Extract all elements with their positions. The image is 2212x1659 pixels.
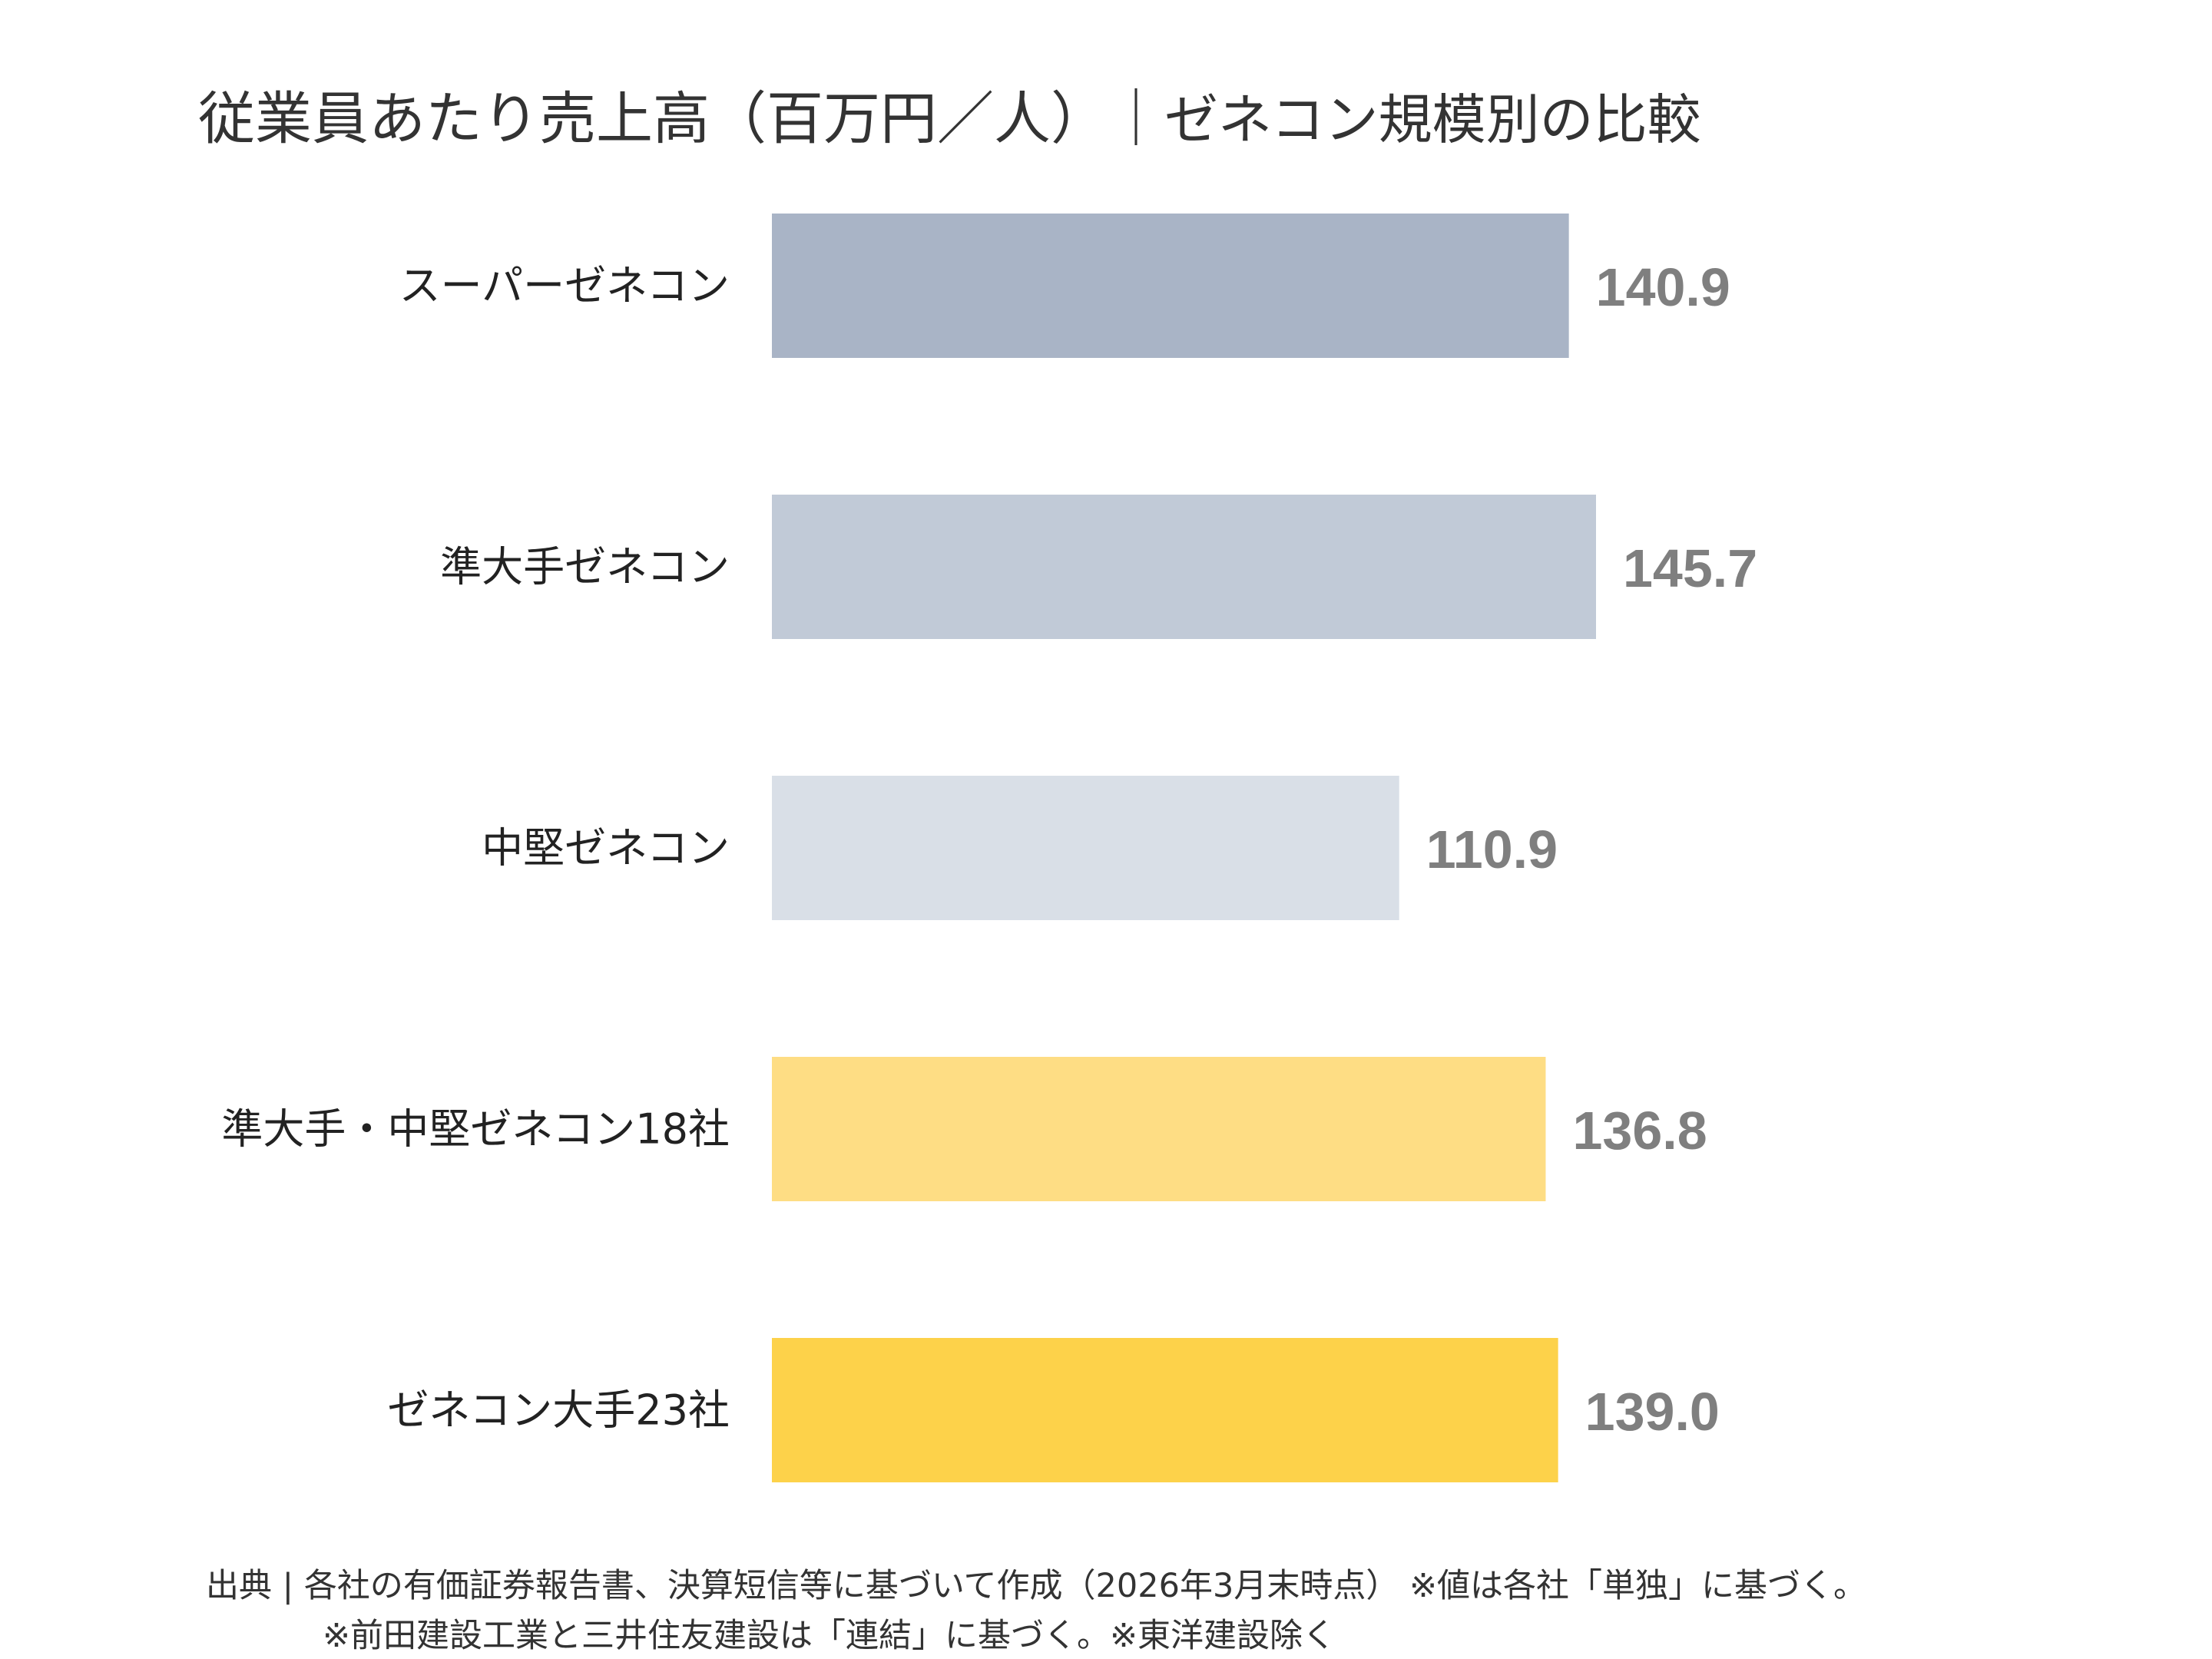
chart-title: 従業員あたり売上高（百万円／人）｜ゼネコン規模別の比較 xyxy=(198,73,1701,155)
value-label-4: 139.0 xyxy=(1585,1382,1720,1442)
category-label-3: 準大手・中堅ゼネコン18社 xyxy=(221,1105,730,1154)
category-label-0: スーパーゼネコン xyxy=(399,262,730,310)
bar-1 xyxy=(772,495,1596,639)
bar-4 xyxy=(772,1338,1558,1482)
title-subtitle: ゼネコン規模別の比較 xyxy=(1164,88,1701,151)
category-label-2: 中堅ゼネコン xyxy=(482,824,730,873)
footnote-note: ※前田建設工業と三井住友建設は「連結」に基づく。※東洋建設除く xyxy=(323,1617,1336,1655)
footnote-source: 出典 | 各社の有価証券報告書、決算短信等に基づいて作成（2026年3月末時点）… xyxy=(206,1567,1867,1605)
title-main: 従業員あたり売上高（百万円／人） xyxy=(198,86,1108,152)
value-label-3: 136.8 xyxy=(1572,1101,1707,1161)
title-separator: ｜ xyxy=(1108,86,1164,152)
value-label-1: 145.7 xyxy=(1623,538,1757,598)
bar-2 xyxy=(772,776,1399,920)
bar-3 xyxy=(772,1057,1546,1201)
category-label-4: ゼネコン大手23社 xyxy=(387,1386,730,1435)
value-label-0: 140.9 xyxy=(1596,257,1730,317)
value-label-2: 110.9 xyxy=(1426,820,1558,879)
bar-0 xyxy=(772,214,1569,358)
bar-chart: スーパーゼネコン 140.9 準大手ゼネコン 145.7 中堅ゼネコン 110.9 準大手・… xyxy=(221,214,1757,1482)
category-label-1: 準大手ゼネコン xyxy=(440,543,730,591)
